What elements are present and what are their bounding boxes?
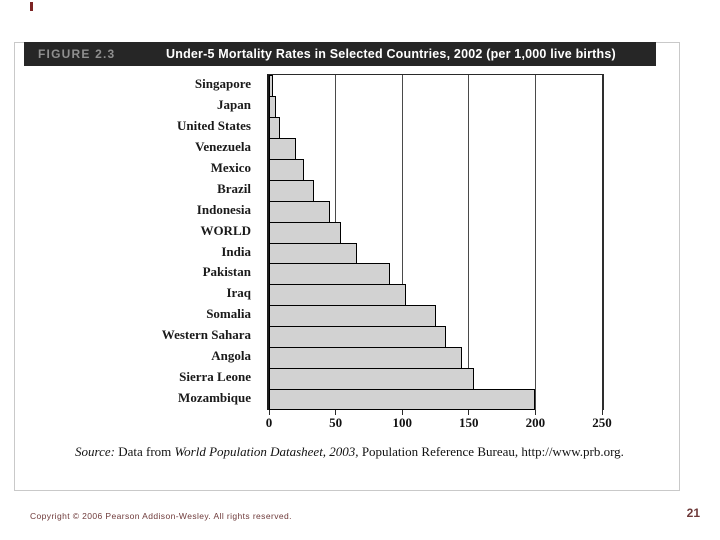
x-tick-label-0: 0	[265, 415, 273, 430]
copyright-notice: Copyright © 2006 Pearson Addison-Wesley.…	[30, 511, 292, 521]
bar-mozambique	[269, 389, 536, 410]
category-label-brazil: Brazil	[217, 180, 251, 196]
source-prefix: Source:	[75, 444, 119, 459]
x-tick-label-250: 250	[592, 415, 612, 430]
figure-number-label: FIGURE 2.3	[38, 47, 116, 61]
category-label-western-sahara: Western Sahara	[161, 327, 251, 343]
x-tick-mark-100	[401, 410, 403, 415]
category-label-sierra-leone: Sierra Leone	[179, 369, 251, 385]
bar-sierra-leone	[269, 368, 475, 391]
bar-brazil	[269, 179, 315, 202]
x-tick-mark-0	[268, 410, 270, 415]
bar-india	[269, 242, 357, 265]
bar-mexico	[269, 158, 304, 181]
slide-accent-mark	[30, 2, 33, 11]
category-label-venezuela: Venezuela	[195, 138, 251, 154]
category-label-angola: Angola	[211, 348, 251, 364]
x-tick-label-150: 150	[459, 415, 479, 430]
x-tick-mark-50	[335, 410, 337, 415]
gridline-100	[401, 75, 403, 410]
figure-title: Under-5 Mortality Rates in Selected Coun…	[166, 47, 616, 61]
category-label-india: India	[221, 243, 251, 259]
bar-western-sahara	[269, 326, 447, 349]
category-labels: Singapore Japan United States Venezuela Mexi…	[0, 74, 258, 409]
source-text-1: Data from	[118, 444, 175, 459]
page-number: 21	[686, 506, 700, 520]
gridline-200	[534, 75, 536, 410]
source-note: Source: Data from World Population Datas…	[75, 444, 624, 460]
source-publication: World Population Datasheet, 2003,	[174, 444, 362, 459]
bar-world	[269, 221, 341, 244]
category-label-mozambique: Mozambique	[178, 390, 251, 406]
category-label-world: WORLD	[200, 222, 251, 238]
bar-japan	[269, 95, 276, 118]
bar-indonesia	[269, 200, 331, 223]
bar-venezuela	[269, 137, 296, 160]
bar-pakistan	[269, 263, 391, 286]
bar-iraq	[269, 284, 407, 307]
x-tick-label-200: 200	[525, 415, 546, 430]
category-label-indonesia: Indonesia	[196, 201, 251, 217]
category-label-somalia: Somalia	[206, 306, 251, 322]
x-tick-label-100: 100	[392, 415, 412, 430]
bar-singapore	[269, 75, 273, 97]
x-tick-mark-250	[601, 410, 603, 415]
figure-titlebar: FIGURE 2.3 Under-5 Mortality Rates in Se…	[24, 42, 656, 66]
bar-somalia	[269, 305, 436, 328]
category-label-japan: Japan	[217, 96, 251, 112]
category-label-pakistan: Pakistan	[202, 264, 251, 280]
category-label-mexico: Mexico	[210, 159, 251, 175]
source-text-2: Population Reference Bureau, http://www.…	[361, 444, 624, 459]
category-label-united-states: United States	[176, 117, 251, 133]
category-label-singapore: Singapore	[194, 76, 251, 91]
x-tick-mark-150	[468, 410, 470, 415]
gridline-150	[468, 75, 470, 410]
x-tick-label-50: 50	[329, 415, 343, 430]
x-tick-mark-200	[534, 410, 536, 415]
category-label-iraq: Iraq	[226, 285, 251, 301]
plot-area: 0 50 100 150 200 250	[266, 74, 612, 430]
bar-angola	[269, 347, 463, 370]
bar-united-states	[269, 116, 280, 139]
